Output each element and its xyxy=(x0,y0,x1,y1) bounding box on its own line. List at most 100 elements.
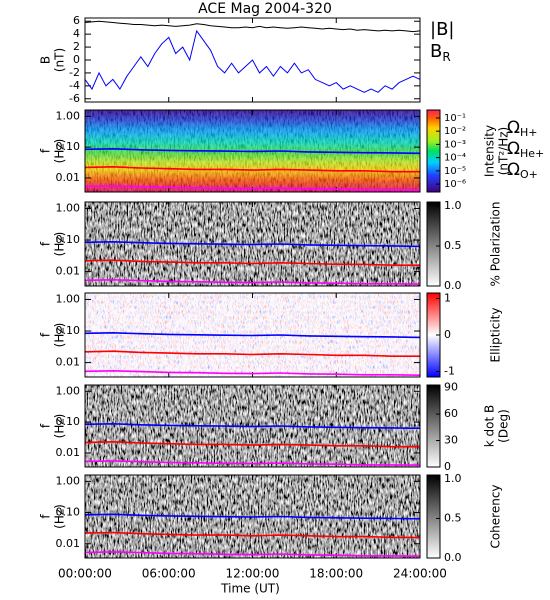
colorbar xyxy=(426,201,441,287)
series-line xyxy=(84,350,420,357)
y-tick-label: 6 xyxy=(73,14,80,27)
series-line xyxy=(84,551,421,557)
x-tick-label: 24:00:00 xyxy=(393,567,447,581)
y-tick-label: 0.01 xyxy=(56,446,81,459)
y-tick-label: 0.10 xyxy=(56,506,81,519)
plot-frame xyxy=(84,201,421,287)
series-line xyxy=(84,29,421,93)
legend-label: ΩHe+ xyxy=(507,139,544,160)
colorbar-tick-label: 90 xyxy=(444,381,458,394)
colorbar-tick-label: 1.0 xyxy=(444,199,462,212)
y-tick-label: 1.00 xyxy=(56,384,81,397)
colorbar-tick-label: 0 xyxy=(444,460,451,473)
y-axis-label: f xyxy=(39,332,53,337)
series-line xyxy=(84,422,421,430)
series-line xyxy=(84,369,421,376)
legend-label: ΩO+ xyxy=(507,160,538,181)
series-line xyxy=(84,460,421,466)
y-axis-label: f xyxy=(39,423,53,428)
y-tick-label: -6 xyxy=(69,92,80,105)
colorbar-label: % Polarization xyxy=(489,202,503,287)
colorbar-tick-label: 0.5 xyxy=(444,511,462,524)
legend-label: BR xyxy=(430,41,451,64)
y-tick-label: 1.00 xyxy=(56,474,81,487)
colorbar-tick-label: 10⁻² xyxy=(444,126,466,137)
colorbar xyxy=(426,384,441,468)
x-tick-label: 00:00:00 xyxy=(58,567,112,581)
x-tick-label: 06:00:00 xyxy=(142,567,196,581)
colorbar-tick-label: 10⁻⁵ xyxy=(444,166,466,177)
plot-frame xyxy=(84,384,421,468)
x-axis-label: Time (UT) xyxy=(220,582,280,596)
series-line xyxy=(84,331,421,339)
colorbar-tick-label: 0.5 xyxy=(444,239,462,252)
colorbar-label: (Deg) xyxy=(497,409,511,443)
y-axis-label: f xyxy=(39,241,53,246)
y-tick-label: -2 xyxy=(69,66,80,79)
y-tick-label: 0.01 xyxy=(56,171,81,184)
colorbar-tick-label: 30 xyxy=(444,434,458,447)
y-tick-label: 0.10 xyxy=(56,324,81,337)
colorbar-label: (nT²/Hz) xyxy=(497,127,511,175)
y-axis-label: f xyxy=(39,148,53,153)
y-axis-label: (Hz) xyxy=(53,504,67,529)
colorbar-tick-label: 1.0 xyxy=(444,472,462,485)
series-line xyxy=(84,513,421,520)
series-line xyxy=(84,278,421,285)
colorbar-tick-label: 10⁻¹ xyxy=(444,113,466,124)
y-axis-label: f xyxy=(39,514,53,519)
colorbar-tick-label: 1 xyxy=(444,291,451,304)
series-line xyxy=(84,259,420,266)
y-tick-label: 0.10 xyxy=(56,140,81,153)
y-tick-label: -4 xyxy=(69,79,80,92)
series-line xyxy=(84,185,421,191)
legend-label: |B| xyxy=(430,19,454,40)
colorbar xyxy=(426,109,441,193)
plot-frame xyxy=(84,109,421,193)
y-axis-label: (Hz) xyxy=(53,323,67,348)
x-tick-label: 12:00:00 xyxy=(226,567,280,581)
y-tick-label: 0.01 xyxy=(56,265,81,278)
colorbar-tick-label: 0.0 xyxy=(444,279,462,292)
colorbar-tick-label: 10⁻⁴ xyxy=(444,153,466,164)
y-tick-label: 4 xyxy=(73,27,80,40)
legend-label: ΩH+ xyxy=(507,118,538,139)
y-tick-label: 1.00 xyxy=(56,109,81,122)
colorbar-label: k dot B xyxy=(483,405,497,447)
y-tick-label: 0.10 xyxy=(56,233,81,246)
plot-frame xyxy=(84,292,421,378)
colorbar-tick-label: -1 xyxy=(444,365,455,378)
y-tick-label: 1.00 xyxy=(56,292,81,305)
colorbar-label: Coherency xyxy=(489,484,503,548)
x-tick-label: 18:00:00 xyxy=(309,567,363,581)
colorbar-tick-label: 10⁻³ xyxy=(444,139,466,150)
colorbar-label: Ellipticity xyxy=(489,308,503,363)
colorbar-tick-label: 0 xyxy=(444,328,451,341)
series-line xyxy=(84,531,420,539)
y-tick-label: 0 xyxy=(73,53,80,66)
plot-frame xyxy=(84,474,421,559)
y-axis-label: (Hz) xyxy=(53,414,67,439)
series-line xyxy=(84,147,421,155)
y-axis-label: (nT) xyxy=(53,48,67,72)
colorbar xyxy=(426,474,441,559)
y-tick-label: 2 xyxy=(73,40,80,53)
y-axis-label: (Hz) xyxy=(53,139,67,164)
series-line xyxy=(84,165,420,173)
colorbar-tick-label: 60 xyxy=(444,407,458,420)
colorbar-tick-label: 10⁻⁶ xyxy=(444,179,466,190)
y-axis-label: B xyxy=(39,56,53,64)
y-tick-label: 1.00 xyxy=(56,201,81,214)
colorbar-tick-label: 0.0 xyxy=(444,551,462,564)
y-tick-label: 0.01 xyxy=(56,537,81,550)
series-line xyxy=(84,440,420,448)
colorbar-label: Intensity xyxy=(483,125,497,177)
y-tick-label: 0.01 xyxy=(56,356,81,369)
plot-frame xyxy=(84,17,421,103)
series-line xyxy=(84,20,421,33)
y-axis-label: (Hz) xyxy=(53,232,67,257)
y-tick-label: 0.10 xyxy=(56,415,81,428)
chart-title: ACE Mag 2004-320 xyxy=(198,1,332,17)
series-line xyxy=(84,240,421,248)
